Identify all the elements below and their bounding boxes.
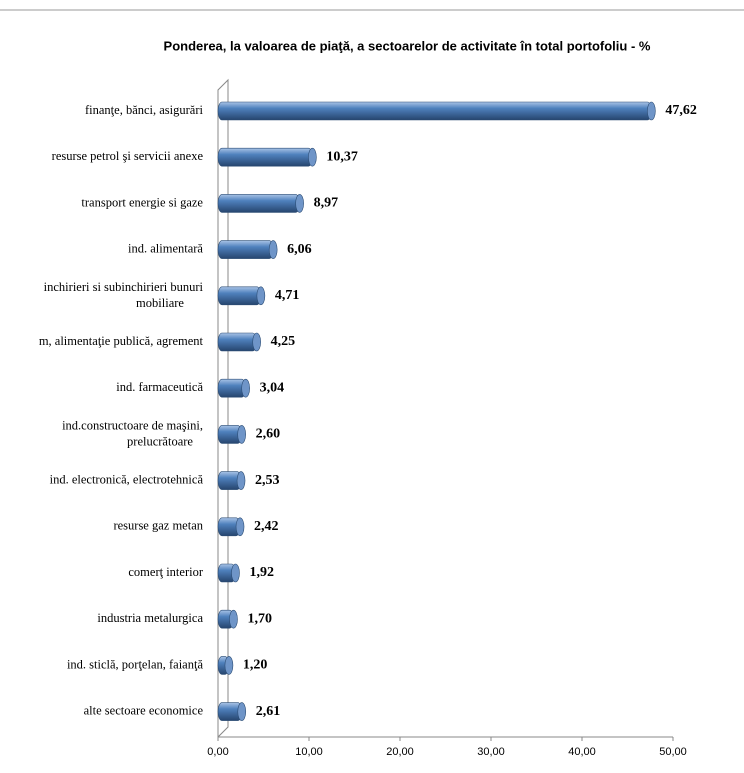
y-tick-label: industria metalurgica bbox=[97, 611, 203, 625]
bar bbox=[217, 194, 300, 213]
y-tick-label: finanţe, bănci, asigurări bbox=[85, 103, 204, 117]
x-tick-label: 30,00 bbox=[477, 746, 505, 758]
y-tick-label: comerţ interior bbox=[128, 565, 203, 579]
value-label: 3,04 bbox=[260, 380, 285, 395]
y-tick-label: resurse petrol şi servicii anexe bbox=[52, 149, 204, 163]
x-tick-label: 50,00 bbox=[659, 746, 687, 758]
x-tick-label: 20,00 bbox=[386, 746, 414, 758]
value-label: 2,61 bbox=[256, 704, 281, 719]
bar bbox=[217, 332, 257, 352]
y-tick-label: inchirieri si subinchirieri bunuri mobili… bbox=[44, 280, 204, 310]
side-wall bbox=[217, 78, 229, 739]
y-tick-label: m, alimentaţie publică, agrement bbox=[39, 334, 204, 348]
y-tick-label: resurse gaz metan bbox=[113, 519, 203, 533]
bar-cap bbox=[241, 378, 250, 398]
value-label: 1,70 bbox=[247, 611, 272, 626]
value-label: 1,92 bbox=[249, 565, 273, 580]
bar-cap bbox=[224, 656, 234, 675]
y-tick-label: alte sectoare economice bbox=[84, 703, 204, 717]
value-label: 4,71 bbox=[275, 288, 300, 303]
y-tick-label: ind. alimentară bbox=[128, 241, 203, 255]
value-label: 10,37 bbox=[326, 149, 358, 164]
value-label: 1,20 bbox=[243, 658, 267, 673]
bar-cap bbox=[231, 563, 240, 583]
bar-cap bbox=[252, 332, 261, 352]
bar bbox=[217, 147, 313, 167]
value-label: 47,62 bbox=[665, 103, 697, 118]
bar-cap bbox=[647, 101, 656, 121]
y-tick-label: transport energie si gaze bbox=[81, 195, 203, 209]
value-label: 2,42 bbox=[254, 519, 279, 534]
chart-title: Ponderea, la valoarea de piaţă, a sectoa… bbox=[164, 38, 651, 53]
x-tick-label: 40,00 bbox=[568, 746, 596, 758]
y-tick-label: ind.constructoare de maşini, prelucrătoar… bbox=[62, 418, 203, 448]
bar-cap bbox=[256, 286, 266, 306]
value-label: 6,06 bbox=[287, 242, 312, 257]
bar-cap bbox=[308, 147, 317, 167]
bar bbox=[217, 286, 262, 306]
value-label: 4,25 bbox=[271, 334, 296, 349]
value-label: 2,60 bbox=[256, 427, 281, 442]
x-tick-label: 10,00 bbox=[295, 746, 323, 758]
bar bbox=[217, 101, 652, 121]
bar bbox=[217, 240, 274, 259]
bar-cap bbox=[235, 517, 245, 537]
bar-cap bbox=[295, 194, 304, 213]
bar-cap bbox=[268, 240, 278, 259]
value-label: 8,97 bbox=[314, 196, 339, 211]
bar-cap bbox=[229, 609, 238, 629]
y-tick-label: ind. sticlă, porţelan, faianţă bbox=[67, 657, 204, 671]
y-tick-label: ind. farmaceutică bbox=[116, 380, 203, 394]
y-tick-label: ind. electronică, electrotehnică bbox=[50, 472, 204, 486]
value-label: 2,53 bbox=[255, 473, 280, 488]
bar-cap bbox=[236, 471, 246, 490]
bar-cap bbox=[237, 425, 246, 444]
x-tick-label: 0,00 bbox=[207, 746, 228, 758]
bar-cap bbox=[237, 702, 247, 721]
